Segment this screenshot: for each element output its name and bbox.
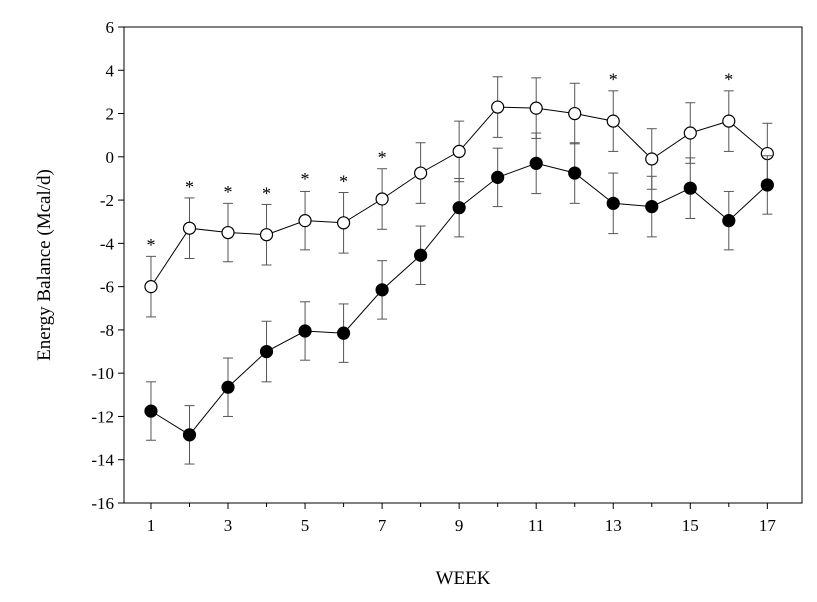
data-point bbox=[760, 178, 774, 192]
data-point bbox=[645, 152, 659, 166]
series-open-circle bbox=[144, 76, 774, 318]
y-tick-label: -12 bbox=[91, 407, 114, 426]
data-point bbox=[568, 106, 582, 121]
significance-star: * bbox=[724, 70, 733, 90]
data-point bbox=[375, 192, 389, 206]
y-axis: 6 4 2 0 -2 -4 -6 -8 -10 -12 -14 -16 bbox=[91, 18, 124, 513]
data-point bbox=[683, 181, 697, 195]
significance-star: * bbox=[262, 183, 271, 203]
x-tick-label: 11 bbox=[528, 516, 544, 535]
data-point bbox=[568, 166, 582, 180]
data-point bbox=[491, 100, 505, 114]
data-point bbox=[144, 280, 158, 294]
significance-star: * bbox=[339, 171, 348, 191]
x-axis-title: WEEK bbox=[436, 568, 491, 589]
data-point bbox=[375, 283, 389, 297]
y-tick-label: -2 bbox=[100, 191, 114, 210]
data-point bbox=[221, 225, 235, 240]
y-tick-label: -8 bbox=[100, 321, 114, 340]
data-point bbox=[645, 199, 659, 214]
data-point bbox=[298, 324, 312, 338]
data-point bbox=[144, 404, 158, 418]
data-point bbox=[606, 114, 620, 128]
y-tick-label: 0 bbox=[106, 148, 115, 167]
data-point bbox=[414, 248, 428, 262]
data-point bbox=[722, 214, 736, 228]
data-point bbox=[221, 380, 235, 394]
series-layer bbox=[144, 76, 774, 465]
data-point bbox=[606, 196, 620, 210]
data-point bbox=[336, 216, 351, 230]
data-point bbox=[414, 166, 428, 180]
x-tick-label: 7 bbox=[378, 516, 387, 535]
data-point bbox=[182, 428, 197, 442]
x-tick-label: 9 bbox=[455, 516, 464, 535]
y-tick-label: -4 bbox=[100, 234, 115, 253]
data-point bbox=[259, 228, 274, 242]
y-axis-title: Energy Balance (Mcal/d) bbox=[34, 169, 55, 361]
data-point bbox=[683, 126, 697, 140]
x-tick-label: 15 bbox=[682, 516, 699, 535]
data-point bbox=[722, 114, 736, 128]
y-tick-label: -6 bbox=[100, 278, 114, 297]
data-point bbox=[182, 221, 197, 235]
data-point bbox=[452, 144, 466, 159]
x-tick-label: 3 bbox=[224, 516, 233, 535]
data-point bbox=[336, 326, 351, 340]
annotation-layer: * * * * * * * * * bbox=[146, 70, 733, 256]
y-tick-label: -10 bbox=[91, 364, 114, 383]
plot-frame bbox=[123, 26, 803, 504]
significance-star: * bbox=[378, 148, 387, 168]
y-tick-label: -16 bbox=[91, 494, 114, 513]
y-tick-label: 4 bbox=[106, 61, 115, 80]
x-tick-label: 1 bbox=[147, 516, 156, 535]
significance-star: * bbox=[609, 70, 618, 90]
x-axis: 1 3 5 7 9 11 13 15 17 bbox=[147, 503, 777, 535]
data-point bbox=[259, 344, 274, 359]
y-tick-label: -14 bbox=[91, 451, 114, 470]
x-tick-label: 5 bbox=[301, 516, 310, 535]
significance-star: * bbox=[224, 182, 233, 202]
series-filled-circle bbox=[144, 132, 774, 465]
significance-star: * bbox=[146, 235, 155, 255]
significance-star: * bbox=[301, 169, 310, 189]
x-tick-label: 17 bbox=[759, 516, 777, 535]
significance-star: * bbox=[185, 177, 194, 197]
data-point bbox=[298, 214, 312, 228]
data-point bbox=[529, 156, 543, 170]
y-tick-label: 6 bbox=[106, 18, 115, 37]
data-point bbox=[491, 170, 505, 184]
data-point bbox=[529, 101, 543, 115]
data-point bbox=[452, 201, 466, 215]
y-tick-label: 2 bbox=[106, 105, 115, 124]
x-tick-label: 13 bbox=[605, 516, 622, 535]
